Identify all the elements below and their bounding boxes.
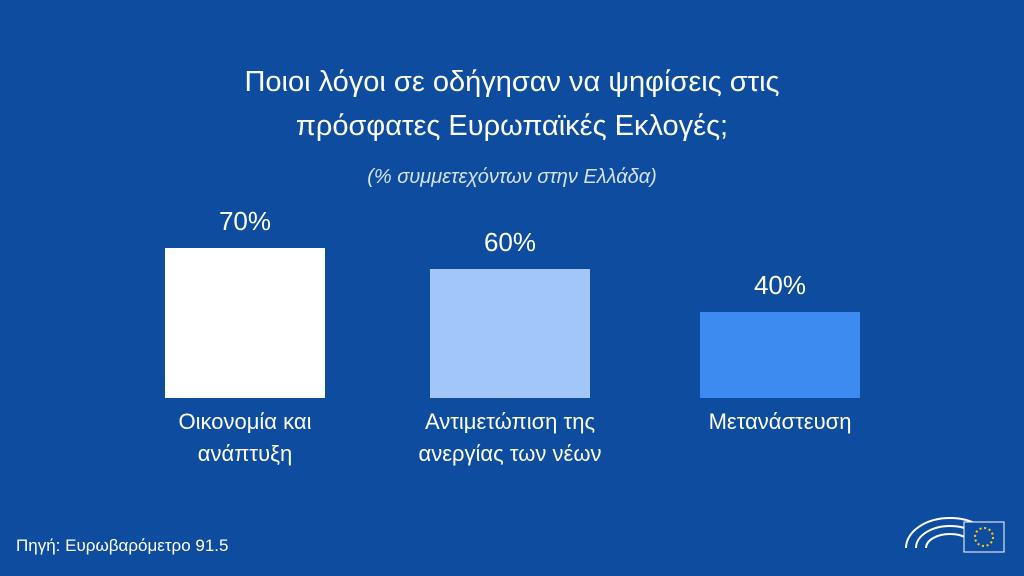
chart-title: Ποιοι λόγοι σε οδήγησαν να ψηφίσεις στις…	[244, 66, 780, 142]
x-tick-label: Αντιμετώπιση της ανεργίας των νέων	[418, 409, 602, 466]
logo	[905, 517, 1005, 553]
value-label: 70%	[218, 205, 272, 236]
bar	[700, 312, 860, 398]
x-tick-label: Μετανάστευση	[708, 409, 852, 434]
bar	[430, 269, 590, 398]
value-label: 40%	[753, 270, 807, 300]
bar	[165, 247, 325, 398]
x-tick-label: Οικονομία και ανάπτυξη	[178, 409, 312, 466]
source: Πηγή: Ευρωβαρόμετρο 91.5	[16, 536, 229, 555]
chart-subtitle: (% συμμετεχόντων στην Ελλάδα)	[367, 166, 657, 188]
value-label: 60%	[483, 227, 537, 257]
